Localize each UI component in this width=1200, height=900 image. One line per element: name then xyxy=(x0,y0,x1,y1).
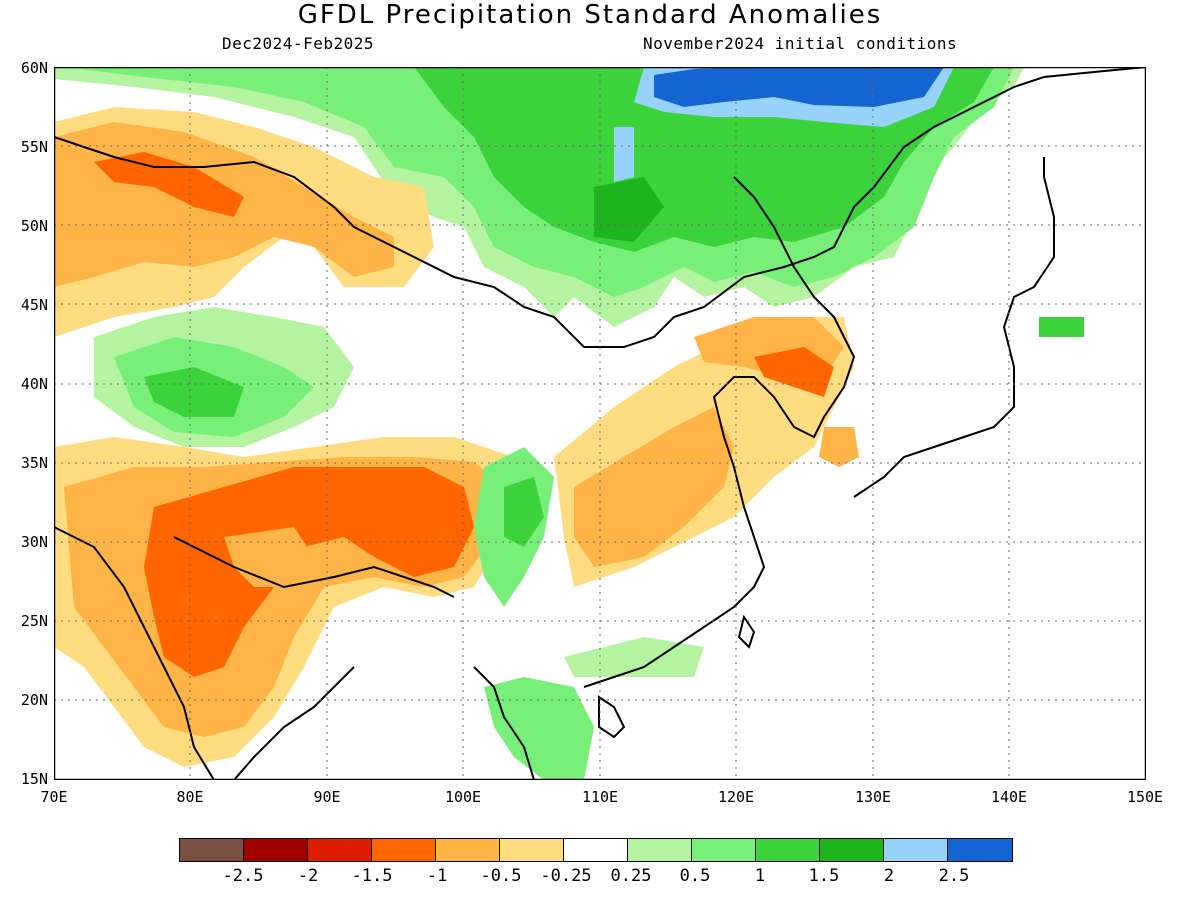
lon-label: 130E xyxy=(854,788,892,806)
colorbar-swatch xyxy=(244,839,308,861)
colorbar-label: 0.25 xyxy=(610,866,652,886)
forecast-period: Dec2024-Feb2025 xyxy=(222,34,374,53)
colorbar-swatch xyxy=(884,839,948,861)
lat-label: 20N xyxy=(20,691,48,709)
colorbar-swatch xyxy=(180,839,244,861)
field-green-south-china xyxy=(564,637,704,677)
lon-label: 100E xyxy=(444,788,482,806)
coast-east-asia xyxy=(583,176,856,688)
map-title: GFDL Precipitation Standard Anomalies xyxy=(297,0,883,30)
colorbar-swatch xyxy=(820,839,884,861)
field-green-dark-baikal xyxy=(594,177,664,242)
coast-hainan xyxy=(598,695,626,739)
coast-japan xyxy=(853,157,1055,498)
field-orange-east-china xyxy=(574,407,734,567)
lon-label: 90E xyxy=(313,788,341,806)
colorbar-swatch xyxy=(692,839,756,861)
colorbar-label: 1 xyxy=(754,866,766,886)
lat-label: 55N xyxy=(20,138,48,156)
initial-conditions: November2024 initial conditions xyxy=(643,34,958,53)
colorbar-swatch xyxy=(628,839,692,861)
field-blue-baikal xyxy=(614,127,634,182)
colorbar-label: -1.5 xyxy=(351,866,393,886)
lat-label: 60N xyxy=(20,59,48,77)
field-green-indochina xyxy=(484,677,594,780)
colorbar-label: 2 xyxy=(883,866,895,886)
lat-label: 35N xyxy=(20,454,48,472)
lat-label: 15N xyxy=(20,770,48,788)
lat-label: 45N xyxy=(20,296,48,314)
colorbar-swatch xyxy=(308,839,372,861)
lon-label: 110E xyxy=(581,788,619,806)
lat-label: 30N xyxy=(20,533,48,551)
colorbar-label: 2.5 xyxy=(938,866,970,886)
field-green-hokkaido xyxy=(1039,317,1084,337)
colorbar-swatch xyxy=(756,839,820,861)
colorbar-swatch xyxy=(372,839,436,861)
lon-label: 120E xyxy=(717,788,755,806)
field-orange-korea-south xyxy=(819,427,859,467)
colorbar-label: 1.5 xyxy=(808,866,840,886)
graticule xyxy=(54,67,1146,780)
lon-label: 70E xyxy=(40,788,68,806)
coast-taiwan xyxy=(737,614,756,649)
map-frame xyxy=(54,67,1146,780)
lat-label: 25N xyxy=(20,612,48,630)
coastlines xyxy=(54,67,1146,780)
lon-label: 150E xyxy=(1126,788,1164,806)
field-green-dark-sichuan xyxy=(504,477,544,547)
colorbar-label: -2 xyxy=(297,866,319,886)
colorbar-label: -1 xyxy=(426,866,448,886)
lat-label: 40N xyxy=(20,375,48,393)
anomaly-map xyxy=(54,67,1146,780)
field-green-dark-central-asia xyxy=(144,367,244,417)
field-blue-dark-north xyxy=(654,67,944,107)
colorbar-swatch xyxy=(500,839,564,861)
coast-indochina xyxy=(473,666,535,780)
anomaly-fields xyxy=(54,67,1084,780)
colorbar-swatch xyxy=(564,839,628,861)
colorbar xyxy=(179,838,1013,862)
colorbar-swatch xyxy=(436,839,500,861)
coast-india-west xyxy=(54,526,215,780)
border-north xyxy=(54,67,1146,348)
lon-label: 80E xyxy=(176,788,204,806)
colorbar-swatch xyxy=(948,839,1012,861)
colorbar-label: -0.5 xyxy=(480,866,522,886)
lon-label: 140E xyxy=(990,788,1028,806)
border-himalaya xyxy=(173,536,455,598)
colorbar-label: 0.5 xyxy=(679,866,711,886)
colorbar-label: -0.25 xyxy=(540,866,592,886)
field-dark-orange-tibet xyxy=(144,467,474,677)
lat-label: 50N xyxy=(20,217,48,235)
colorbar-label: -2.5 xyxy=(222,866,264,886)
field-dark-orange-korea xyxy=(754,347,834,397)
coast-india-east xyxy=(233,666,355,780)
field-dark-orange-kazakhstan xyxy=(94,152,244,217)
